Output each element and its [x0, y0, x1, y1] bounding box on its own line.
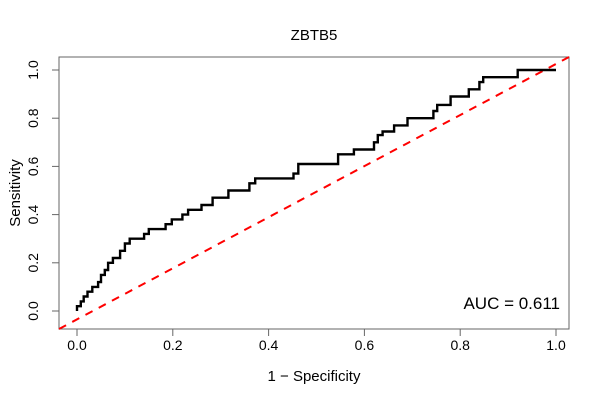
- chance-diagonal-line: [58, 56, 570, 330]
- x-tick-label: 0.4: [259, 337, 279, 353]
- y-tick-label: 1.0: [25, 60, 41, 80]
- x-axis-ticks: 0.0 0.2 0.4 0.6 0.8 1.0: [67, 329, 566, 353]
- x-axis-label: 1 − Specificity: [268, 368, 361, 385]
- x-tick-label: 1.0: [546, 337, 566, 353]
- x-tick-label: 0.2: [163, 337, 183, 353]
- auc-annotation: AUC = 0.611: [463, 294, 560, 313]
- y-tick-label: 0.2: [25, 253, 41, 273]
- x-tick-label: 0.6: [355, 337, 375, 353]
- y-axis-label: Sensitivity: [7, 159, 24, 227]
- x-tick-label: 0.8: [450, 337, 470, 353]
- y-tick-label: 0.0: [25, 301, 41, 321]
- chart-title: ZBTB5: [291, 27, 338, 44]
- x-tick-label: 0.0: [67, 337, 87, 353]
- y-axis-ticks: 0.0 0.2 0.4 0.6 0.8 1.0: [25, 60, 59, 321]
- y-tick-label: 0.8: [25, 108, 41, 128]
- plot-border: [58, 56, 570, 330]
- y-tick-label: 0.6: [25, 156, 41, 176]
- roc-curve: [75, 68, 556, 311]
- y-tick-label: 0.4: [25, 205, 41, 225]
